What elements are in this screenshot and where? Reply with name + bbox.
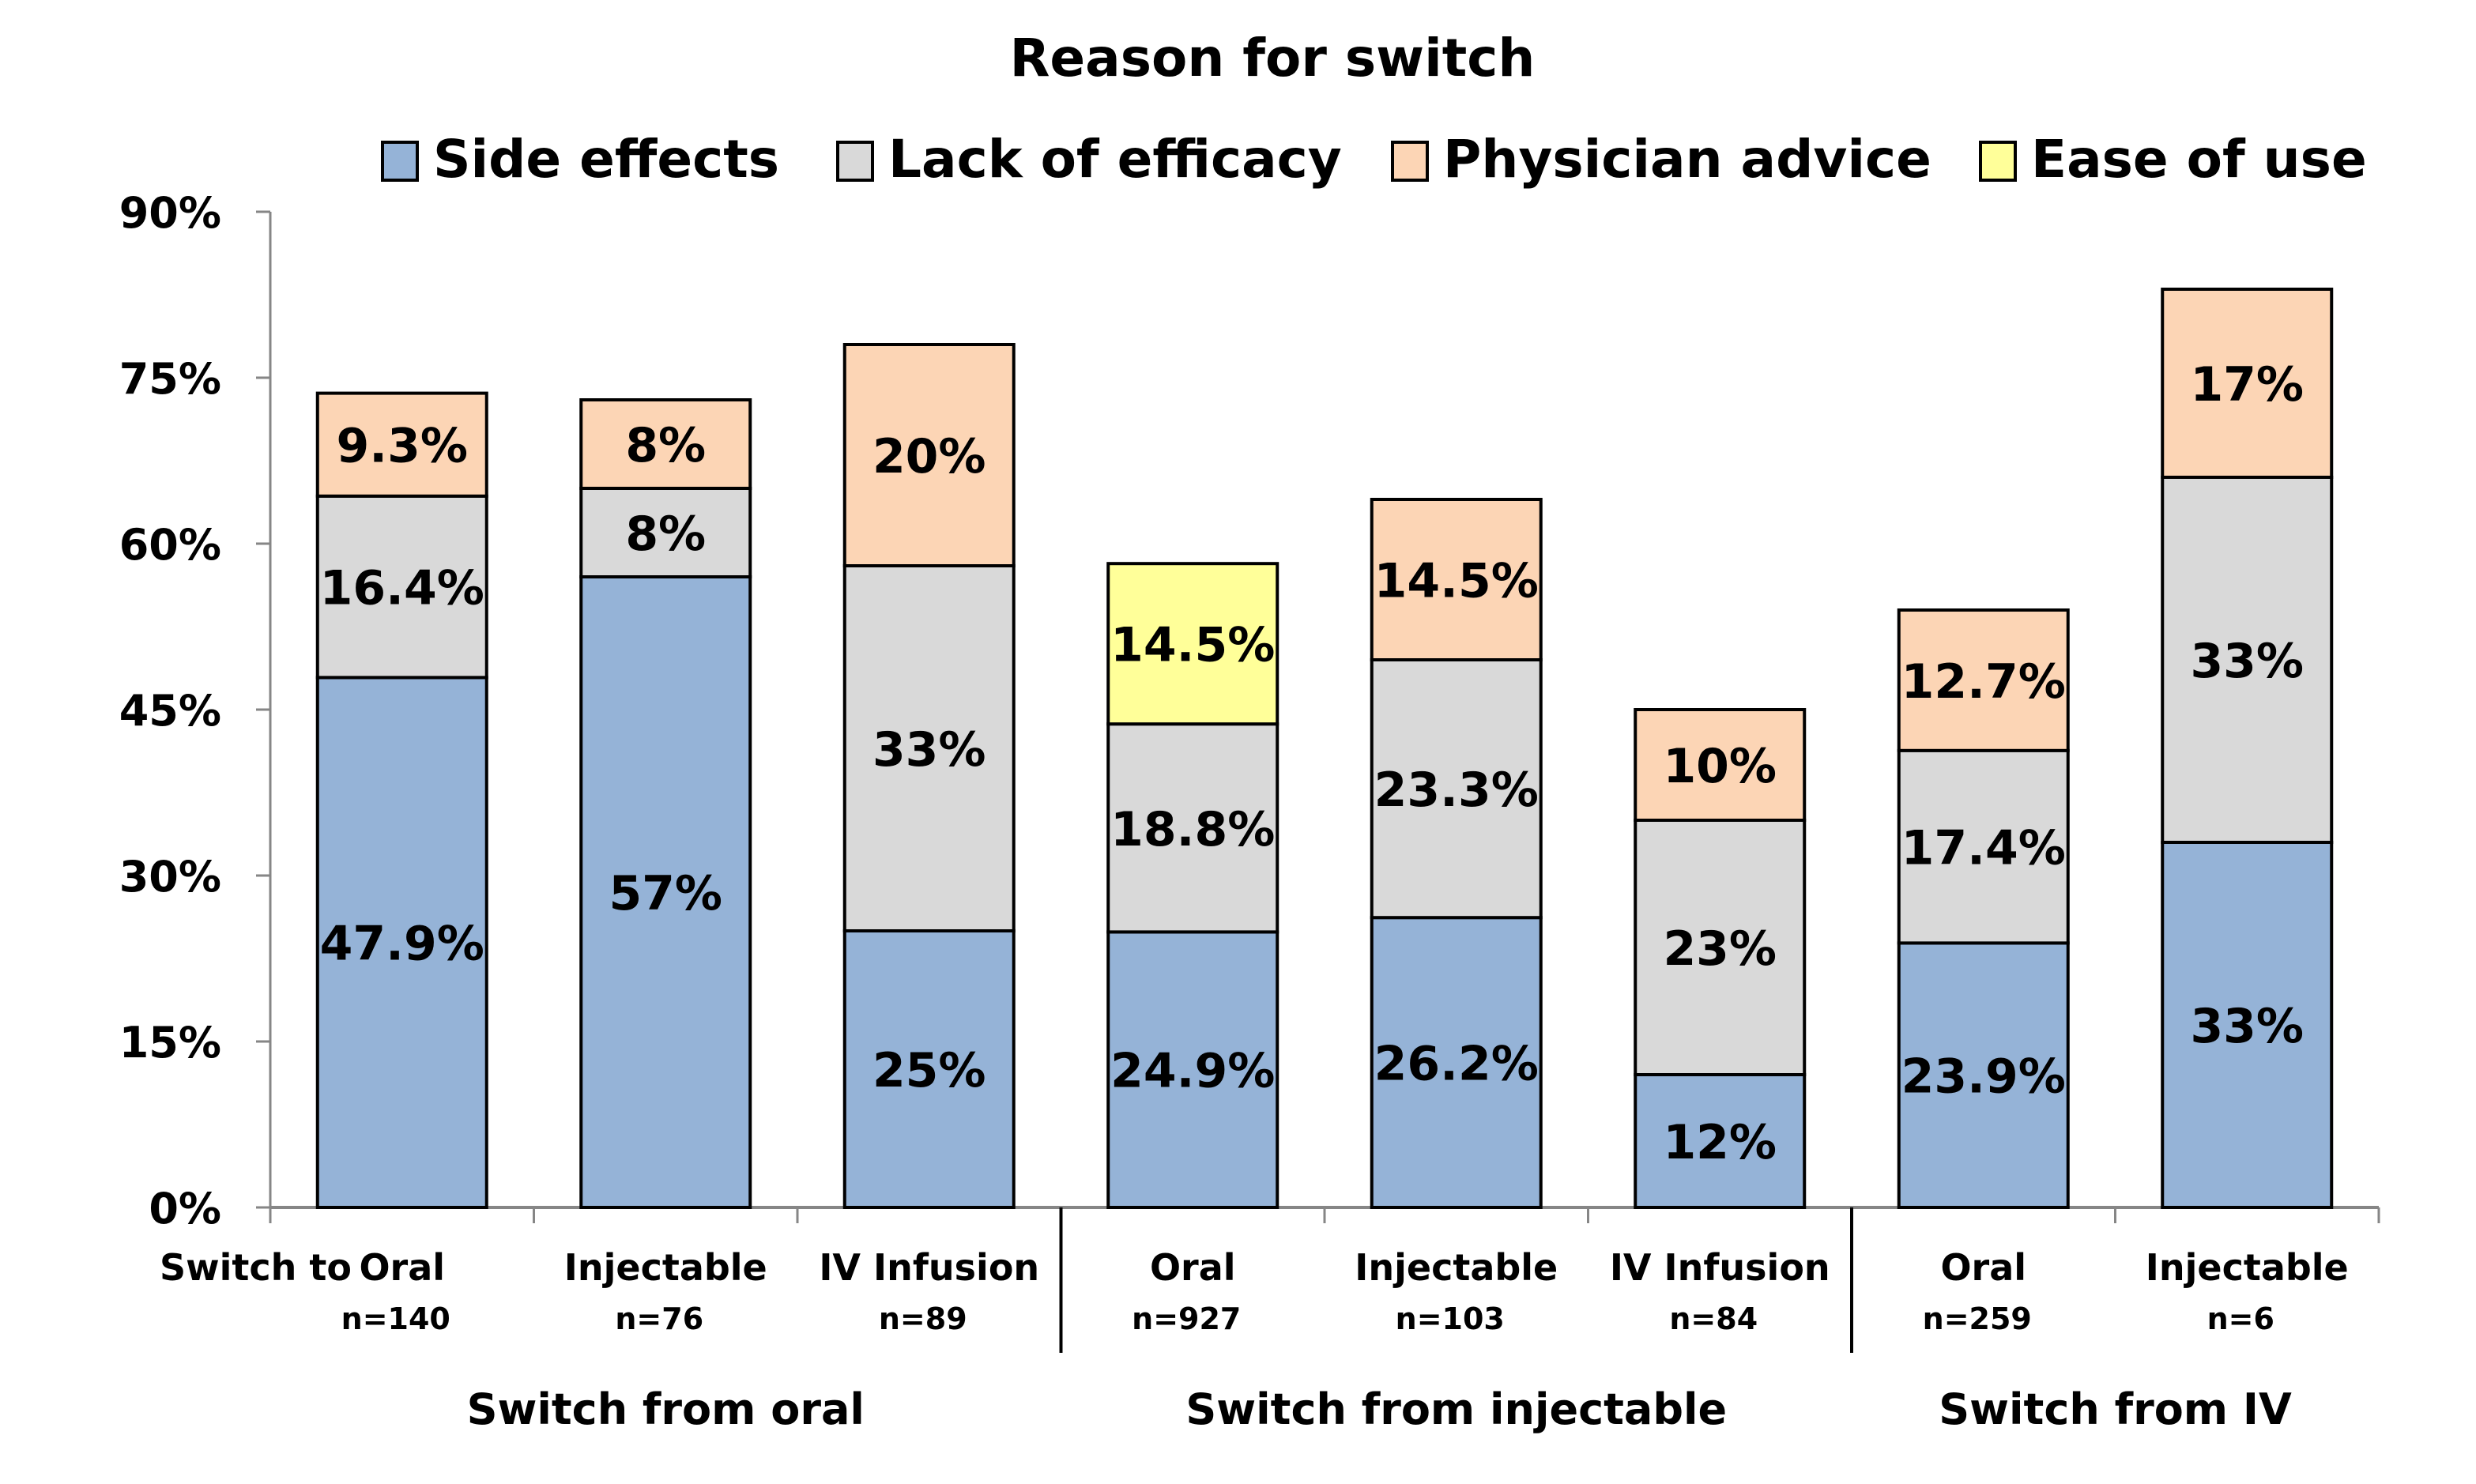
category-label: IV Infusion xyxy=(819,1246,1039,1289)
y-tick-label: 15% xyxy=(119,1018,221,1068)
data-label: 25% xyxy=(872,1043,986,1098)
data-label: 57% xyxy=(609,866,722,921)
data-label: 14.5% xyxy=(1374,554,1539,609)
bars: 47.9% 16.4% 9.3% 57% 8% 8% 25% 33% 20% 24.9% 18.8%… xyxy=(315,288,2334,1210)
legend-label-0: Side effects xyxy=(433,129,779,190)
bar-segment-lack-of-efficacy xyxy=(1897,748,2070,945)
data-label: 17% xyxy=(2190,357,2304,412)
data-label: 20% xyxy=(872,429,986,484)
bar-segment-side-effects xyxy=(1370,916,1543,1209)
y-tick-label: 60% xyxy=(119,520,221,570)
data-label: 33% xyxy=(2190,634,2304,689)
sample-size-label: n=259 xyxy=(1923,1301,2032,1336)
category-label: Injectable xyxy=(1355,1246,1558,1289)
y-tick-label: 45% xyxy=(119,686,221,736)
group-label: Switch from oral xyxy=(467,1384,865,1434)
y-tick-label: 30% xyxy=(119,852,221,902)
y-tick-label: 75% xyxy=(119,354,221,404)
x-axis-labels: Oral n=140 Injectable n=76 IV Infusion n=89 Or… xyxy=(160,1246,2349,1434)
data-label: 33% xyxy=(2190,999,2304,1054)
legend-label-2: Physician advice xyxy=(1443,129,1931,190)
legend: Side effects Lack of efficacy Physician ad… xyxy=(381,129,2367,190)
sample-size-label: n=140 xyxy=(341,1301,450,1336)
bar-segment-physician-advice xyxy=(842,343,1016,567)
legend-swatch-2 xyxy=(1391,141,1429,182)
data-label: 23.9% xyxy=(1901,1049,2066,1105)
data-label: 24.9% xyxy=(1110,1044,1275,1099)
category-prefix-label: Switch to xyxy=(160,1246,352,1289)
bar-segment-physician-advice xyxy=(579,398,752,490)
bar-segment-lack-of-efficacy xyxy=(842,564,1016,932)
sample-size-label: n=927 xyxy=(1132,1301,1241,1336)
data-label: 14.5% xyxy=(1110,618,1275,673)
category-label: Oral xyxy=(359,1246,445,1289)
category-label: Oral xyxy=(1150,1246,1236,1289)
data-label: 16.4% xyxy=(320,561,484,616)
category-label: Oral xyxy=(1940,1246,2026,1289)
bar-segment-side-effects xyxy=(579,575,752,1209)
bar-segment-side-effects xyxy=(1106,930,1279,1210)
data-label: 9.3% xyxy=(337,419,468,474)
legend-swatch-1 xyxy=(836,141,874,182)
data-label: 10% xyxy=(1663,739,1777,794)
bar-segment-side-effects xyxy=(842,929,1016,1209)
bar-segment-physician-advice xyxy=(1897,608,2070,752)
y-tick-label: 90% xyxy=(119,188,221,238)
bar-segment-physician-advice xyxy=(1370,498,1543,661)
bar-segment-lack-of-efficacy xyxy=(1106,722,1279,934)
legend-label-1: Lack of efficacy xyxy=(888,129,1342,190)
chart-title: Reason for switch xyxy=(1010,28,1536,89)
data-label: 47.9% xyxy=(320,917,484,972)
bar-segment-lack-of-efficacy xyxy=(579,487,752,578)
category-label: Injectable xyxy=(2146,1246,2349,1289)
bar-segment-lack-of-efficacy xyxy=(1634,819,1807,1076)
bar-segment-lack-of-efficacy xyxy=(1370,658,1543,920)
sample-size-label: n=103 xyxy=(1396,1301,1505,1336)
y-tick-label: 0% xyxy=(149,1184,221,1234)
category-label: IV Infusion xyxy=(1610,1246,1830,1289)
legend-label-3: Ease of use xyxy=(2031,129,2367,190)
legend-swatch-3 xyxy=(1979,141,2017,182)
bar-segment-lack-of-efficacy xyxy=(2161,476,2334,844)
bar-segment-lack-of-efficacy xyxy=(315,494,488,680)
data-label: 12.7% xyxy=(1901,654,2066,710)
sample-size-label: n=89 xyxy=(879,1301,967,1336)
group-label: Switch from IV xyxy=(1939,1384,2292,1434)
data-label: 33% xyxy=(872,722,986,778)
bar-segment-side-effects xyxy=(1634,1073,1807,1209)
data-label: 8% xyxy=(625,418,706,473)
data-label: 8% xyxy=(625,507,706,562)
legend-swatch-0 xyxy=(381,141,419,182)
bar-segment-side-effects xyxy=(1897,941,2070,1210)
bar-segment-physician-advice xyxy=(2161,288,2334,479)
data-label: 23.3% xyxy=(1374,763,1539,818)
category-label: Injectable xyxy=(564,1246,767,1289)
bar-segment-physician-advice xyxy=(1634,708,1807,822)
sample-size-label: n=76 xyxy=(615,1301,703,1336)
data-label: 12% xyxy=(1663,1115,1777,1170)
data-label: 18.8% xyxy=(1110,802,1275,857)
data-label: 23% xyxy=(1663,921,1777,977)
data-label: 26.2% xyxy=(1374,1037,1539,1092)
bar-segment-side-effects xyxy=(2161,841,2334,1209)
sample-size-label: n=6 xyxy=(2207,1301,2274,1336)
bar-segment-ease-of-use xyxy=(1106,562,1279,726)
axes: 0% 15% 30% 45% 60% 75% 90% xyxy=(119,188,2380,1353)
group-label: Switch from injectable xyxy=(1185,1384,1727,1434)
sample-size-label: n=84 xyxy=(1669,1301,1758,1336)
data-label: 17.4% xyxy=(1901,821,2066,876)
bar-segment-physician-advice xyxy=(315,391,488,498)
